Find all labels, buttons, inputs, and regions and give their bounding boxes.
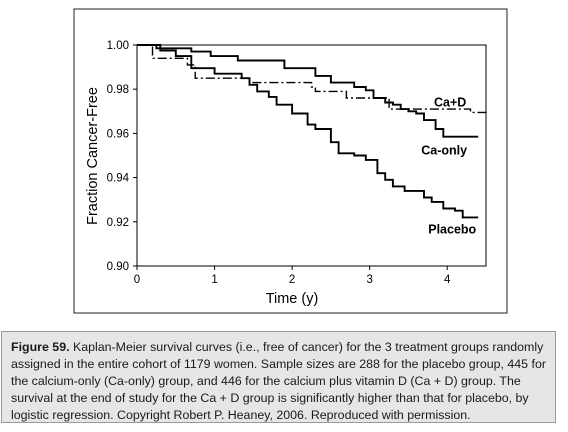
y-tick-label: 0.92 [107,217,129,229]
y-tick-label: 1.00 [107,40,129,52]
x-tick-label: 1 [211,274,217,286]
figure-caption: Figure 59. Kaplan-Meier survival curves … [1,331,556,423]
series-label-placebo: Placebo [428,222,476,236]
x-axis-title: Time (y) [266,291,319,307]
series-line-placebo [137,44,479,219]
axes: 0 1 2 3 4 1.00 0.98 0.96 0.94 0.92 0.90 [107,40,451,286]
series-layer [137,44,487,219]
y-tick-label: 0.98 [107,84,129,96]
series-line-ca-d [137,44,487,115]
x-tick-label: 2 [289,274,295,286]
plot-area [136,44,487,267]
x-tick-label: 0 [134,274,140,286]
caption-text: Kaplan-Meier survival curves (i.e., free… [11,340,546,422]
figure-frame [73,8,508,314]
series-label-ca-only: Ca-only [421,144,467,158]
x-tick-label: 4 [444,274,451,286]
y-tick-label: 0.96 [107,128,129,140]
plot-border [136,44,487,267]
y-tick-label: 0.90 [107,261,129,273]
y-tick-label: 0.94 [107,173,130,185]
x-tick-label: 3 [366,274,372,286]
series-line-ca-only [137,44,479,138]
series-labels: Ca+D Ca-only Placebo [421,96,476,237]
series-label-ca-d: Ca+D [434,96,466,110]
figure: 0 1 2 3 4 1.00 0.98 0.96 0.94 0.92 0.90 Ca+D Ca-onl… [73,8,508,314]
caption-label: Figure 59. [11,340,70,354]
km-chart: 0 1 2 3 4 1.00 0.98 0.96 0.94 0.92 0.90 Ca+D Ca-onl… [73,8,508,314]
y-axis-title: Fraction Cancer-Free [85,87,101,225]
